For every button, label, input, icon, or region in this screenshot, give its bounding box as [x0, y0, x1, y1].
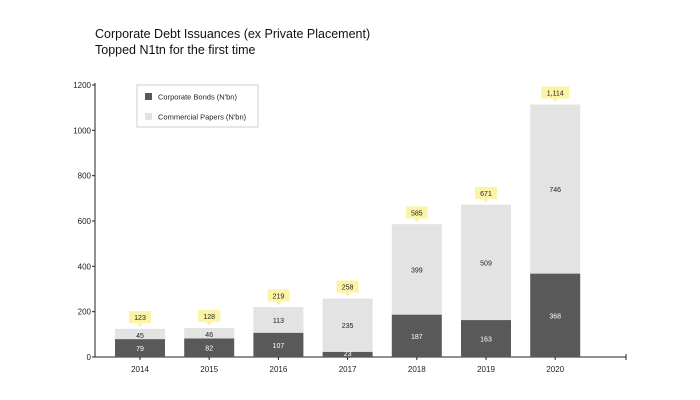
bar-corporate-bonds — [115, 339, 165, 357]
data-label-corporate-bonds: 107 — [273, 343, 285, 350]
data-label-commercial-papers: 46 — [205, 332, 213, 339]
total-callout — [267, 289, 290, 302]
total-callout-pointer — [413, 218, 420, 223]
chart-title-block: Corporate Debt Issuances (ex Private Pla… — [95, 26, 370, 58]
data-label-commercial-papers: 45 — [136, 333, 144, 340]
total-callout-pointer — [483, 198, 489, 203]
bar-commercial-papers — [461, 204, 511, 321]
data-label-corporate-bonds: 163 — [480, 337, 492, 344]
y-tick-label: 1200 — [73, 81, 91, 90]
data-label-commercial-papers: 113 — [273, 318, 284, 325]
bar-commercial-papers — [115, 328, 165, 340]
total-callout-pointer — [137, 323, 143, 328]
legend-swatch — [145, 113, 152, 120]
bar-corporate-bonds — [461, 320, 511, 357]
total-callout-pointer — [552, 98, 559, 103]
total-callout-pointer — [275, 301, 282, 306]
y-tick-label: 1000 — [73, 126, 91, 135]
data-label-corporate-bonds: 187 — [411, 334, 423, 341]
bar-corporate-bonds — [184, 338, 235, 357]
legend-label: Commercial Papers (N'bn) — [158, 113, 247, 122]
x-tick-label: 2017 — [339, 365, 357, 374]
data-label-corporate-bonds: 23 — [344, 351, 352, 358]
data-label-corporate-bonds: 79 — [136, 346, 144, 353]
bar-commercial-papers — [184, 327, 235, 339]
bar-commercial-papers — [530, 104, 581, 274]
total-callout-pointer — [206, 321, 213, 326]
total-label: 123 — [134, 315, 146, 322]
total-callout — [475, 186, 497, 199]
total-label: 1,114 — [547, 90, 564, 97]
total-callout — [541, 86, 570, 99]
total-callout-pointer — [344, 292, 351, 297]
bar-commercial-papers — [322, 298, 373, 352]
total-callout — [129, 311, 151, 324]
y-tick-label: 600 — [78, 217, 92, 226]
x-tick-label: 2020 — [546, 365, 564, 374]
bar-corporate-bonds — [322, 351, 373, 357]
data-label-commercial-papers: 399 — [411, 267, 423, 274]
total-label: 219 — [273, 293, 285, 300]
x-tick-label: 2015 — [200, 365, 218, 374]
total-label: 585 — [411, 210, 423, 217]
data-label-commercial-papers: 235 — [342, 323, 354, 330]
legend-label: Corporate Bonds (N'bn) — [158, 93, 237, 102]
total-callout — [336, 280, 359, 293]
x-tick-label: 2019 — [477, 365, 495, 374]
x-tick-label: 2016 — [270, 365, 288, 374]
data-label-corporate-bonds: 368 — [549, 313, 561, 320]
data-label-commercial-papers: 509 — [480, 260, 492, 267]
y-tick-label: 0 — [87, 353, 92, 362]
bar-commercial-papers — [253, 307, 304, 333]
bar-commercial-papers — [391, 224, 442, 315]
total-callout — [405, 206, 428, 219]
x-tick-label: 2018 — [408, 365, 426, 374]
total-label: 671 — [480, 191, 492, 198]
chart-title: Corporate Debt Issuances (ex Private Pla… — [95, 27, 371, 41]
total-callout — [198, 309, 221, 322]
x-tick-label: 2014 — [131, 365, 149, 374]
data-label-corporate-bonds: 82 — [205, 346, 213, 353]
y-tick-label: 800 — [78, 172, 92, 181]
bar-corporate-bonds — [530, 273, 581, 357]
y-tick-label: 200 — [78, 308, 92, 317]
legend-swatch — [145, 93, 152, 100]
total-label: 128 — [203, 314, 215, 321]
chart-subtitle: Topped N1tn for the first time — [95, 43, 256, 57]
bar-corporate-bonds — [391, 314, 442, 357]
data-label-commercial-papers: 746 — [549, 187, 561, 194]
bar-corporate-bonds — [253, 332, 304, 357]
total-label: 258 — [342, 285, 354, 292]
legend-box — [136, 84, 259, 128]
y-tick-label: 400 — [78, 262, 92, 271]
